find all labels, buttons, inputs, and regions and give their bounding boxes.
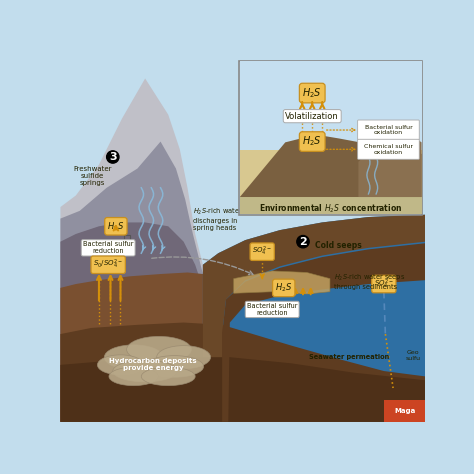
Text: Seawater permeation: Seawater permeation bbox=[309, 354, 389, 360]
Bar bbox=[240, 149, 421, 197]
Polygon shape bbox=[234, 271, 330, 294]
Polygon shape bbox=[61, 142, 222, 422]
Text: Hydrocarbon deposits
provide energy: Hydrocarbon deposits provide energy bbox=[109, 358, 197, 372]
Text: $H_2S$: $H_2S$ bbox=[107, 220, 125, 233]
Polygon shape bbox=[61, 357, 425, 422]
Circle shape bbox=[297, 236, 309, 248]
Ellipse shape bbox=[157, 346, 210, 369]
Text: $H_2S$: $H_2S$ bbox=[275, 282, 292, 294]
Text: Volatilization: Volatilization bbox=[285, 112, 339, 121]
Text: Bacterial sulfur
reduction: Bacterial sulfur reduction bbox=[247, 303, 297, 316]
Ellipse shape bbox=[113, 360, 177, 382]
Polygon shape bbox=[384, 400, 425, 422]
Polygon shape bbox=[240, 135, 421, 197]
Polygon shape bbox=[203, 215, 425, 279]
Polygon shape bbox=[61, 273, 425, 422]
Text: $H_2S$-rich water seeps
through sediments: $H_2S$-rich water seeps through sediment… bbox=[334, 273, 405, 290]
Polygon shape bbox=[61, 322, 425, 422]
Polygon shape bbox=[61, 222, 219, 422]
Text: 2: 2 bbox=[299, 237, 307, 246]
Text: $SO_4^{2-}$: $SO_4^{2-}$ bbox=[252, 245, 272, 258]
Ellipse shape bbox=[127, 337, 191, 363]
Ellipse shape bbox=[141, 367, 195, 386]
Bar bbox=[240, 197, 421, 214]
Text: Geo
sulfu: Geo sulfu bbox=[406, 350, 420, 361]
Text: $H_2S$: $H_2S$ bbox=[302, 135, 322, 148]
Bar bbox=[239, 61, 422, 215]
Polygon shape bbox=[203, 215, 425, 422]
Text: Freshwater
sulfide
springs: Freshwater sulfide springs bbox=[73, 166, 112, 186]
FancyBboxPatch shape bbox=[358, 139, 419, 159]
Text: Chemical sulfur
oxidation: Chemical sulfur oxidation bbox=[364, 144, 413, 155]
Text: Bacterial sulfur
oxidation: Bacterial sulfur oxidation bbox=[365, 125, 412, 136]
Circle shape bbox=[107, 151, 119, 163]
Text: $H_2S$-rich water
discharges in
spring heads: $H_2S$-rich water discharges in spring h… bbox=[193, 207, 243, 231]
Polygon shape bbox=[203, 215, 425, 422]
Text: $SO_4^{2-}$: $SO_4^{2-}$ bbox=[374, 277, 394, 291]
FancyBboxPatch shape bbox=[358, 120, 419, 140]
Polygon shape bbox=[222, 243, 425, 422]
Polygon shape bbox=[358, 131, 421, 197]
Text: $H_2S$: $H_2S$ bbox=[302, 86, 322, 100]
Text: Environmental $H_2S$ concentration: Environmental $H_2S$ concentration bbox=[259, 202, 402, 215]
Text: $S_0/SO_4^{2-}$: $S_0/SO_4^{2-}$ bbox=[93, 258, 123, 272]
Ellipse shape bbox=[97, 355, 144, 375]
Bar bbox=[240, 61, 421, 150]
Ellipse shape bbox=[104, 345, 163, 370]
Text: Cold seeps: Cold seeps bbox=[315, 241, 361, 250]
Text: Maga: Maga bbox=[394, 408, 415, 414]
Bar bbox=[124, 235, 130, 241]
Ellipse shape bbox=[145, 356, 204, 377]
Polygon shape bbox=[61, 78, 226, 422]
Text: 3: 3 bbox=[109, 152, 117, 162]
Ellipse shape bbox=[109, 367, 158, 386]
Text: Bacterial sulfur
reduction: Bacterial sulfur reduction bbox=[83, 241, 133, 255]
